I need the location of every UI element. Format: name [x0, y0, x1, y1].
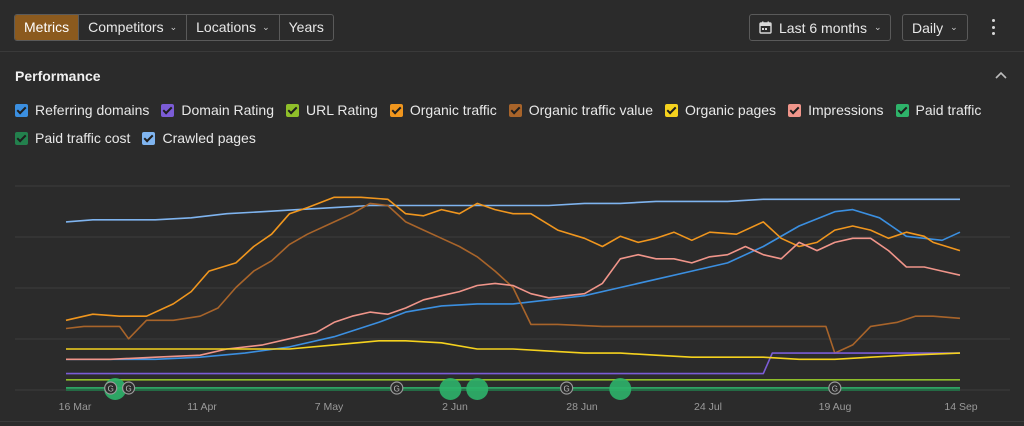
tab-years[interactable]: Years [280, 15, 333, 40]
tab-competitors[interactable]: Competitors ⌄ [79, 15, 188, 40]
checkbox-icon[interactable] [161, 103, 175, 117]
checkbox-icon[interactable] [15, 131, 28, 145]
checkbox-icon[interactable] [788, 103, 802, 117]
more-vertical-icon[interactable] [988, 17, 998, 37]
checkbox-icon[interactable] [508, 103, 522, 117]
google-update-icon[interactable]: G [121, 381, 136, 395]
google-update-icon[interactable]: G [390, 381, 404, 395]
tab-competitors-label: Competitors [88, 19, 164, 35]
event-marker[interactable] [609, 378, 632, 400]
tab-metrics-label: Metrics [24, 19, 70, 35]
checkbox-icon[interactable] [665, 103, 678, 117]
legend-label: Domain Rating [181, 102, 274, 118]
checkbox-icon[interactable] [286, 103, 299, 117]
svg-text:G: G [125, 385, 131, 394]
legend-item[interactable]: Referring domains [15, 102, 149, 118]
google-update-icon[interactable]: G [560, 381, 574, 395]
legend-item[interactable]: Paid traffic cost [15, 130, 130, 146]
x-tick-label: 28 Jun [566, 401, 598, 413]
series-line[interactable] [66, 208, 961, 361]
svg-text:G: G [394, 385, 400, 394]
checkbox-icon[interactable] [895, 103, 909, 117]
svg-text:G: G [564, 385, 570, 394]
checkbox-icon[interactable] [389, 103, 403, 117]
series-line[interactable] [65, 198, 960, 223]
x-tick-label: 11 Apr [187, 401, 217, 413]
legend-item[interactable]: Impressions [788, 102, 884, 118]
legend-label: Impressions [808, 102, 884, 118]
series-line[interactable] [66, 352, 960, 375]
legend-item[interactable]: Organic traffic value [508, 102, 653, 118]
x-tick-label: 19 Aug [819, 401, 852, 413]
x-tick-label: 24 Jul [694, 401, 722, 413]
series-line[interactable] [66, 340, 961, 361]
tab-locations-label: Locations [196, 19, 257, 35]
legend-label: Organic traffic value [528, 102, 653, 118]
tab-locations[interactable]: Locations ⌄ [187, 15, 280, 40]
series-line[interactable] [66, 237, 961, 361]
checkbox-icon[interactable] [142, 131, 156, 145]
event-marker[interactable] [439, 378, 462, 400]
section-title: Performance [15, 68, 101, 84]
granularity-dropdown[interactable]: Daily ⌄ [902, 14, 968, 41]
date-range-dropdown[interactable]: Last 6 months ⌄ [749, 14, 892, 41]
view-tabs: Metrics Competitors ⌄ Locations ⌄ Years [14, 14, 334, 41]
divider [0, 421, 1024, 422]
series-line[interactable] [65, 202, 961, 354]
toolbar: Metrics Competitors ⌄ Locations ⌄ Years La… [0, 0, 1024, 52]
legend-item[interactable]: URL Rating [286, 102, 378, 118]
tab-metrics[interactable]: Metrics [15, 15, 80, 40]
legend-row-1: Referring domains Domain Rating URL Rating… [15, 102, 981, 118]
legend-item[interactable]: Domain Rating [161, 102, 274, 118]
legend-label: Organic pages [685, 102, 777, 118]
svg-text:G: G [108, 385, 114, 394]
x-tick-label: 2 Jun [442, 401, 468, 413]
chevron-down-icon: ⌄ [262, 22, 270, 32]
legend-label: Crawled pages [162, 130, 256, 146]
chevron-down-icon: ⌄ [873, 22, 882, 32]
legend-label: Referring domains [35, 102, 150, 118]
calendar-icon [759, 21, 772, 34]
chevron-up-icon[interactable] [994, 70, 1008, 80]
legend-item[interactable]: Paid traffic [895, 102, 982, 118]
date-range-label: Last 6 months [779, 19, 867, 36]
chevron-down-icon: ⌄ [950, 22, 958, 32]
legend-label: Paid traffic [915, 102, 982, 118]
performance-chart: G G G G G 16 Mar 11 Apr 7 May 2 Jun 28 Jun 24 Jul 1… [0, 160, 1024, 426]
x-tick-label: 16 Mar [59, 401, 92, 413]
legend-item[interactable]: Crawled pages [142, 130, 256, 146]
x-tick-label: 7 May [315, 401, 344, 413]
google-update-icon[interactable]: G [828, 381, 842, 395]
legend-item[interactable]: Organic pages [665, 102, 776, 118]
tab-years-label: Years [288, 19, 324, 35]
granularity-label: Daily [912, 19, 944, 36]
chevron-down-icon: ⌄ [169, 22, 178, 32]
legend-label: Organic traffic [409, 102, 497, 118]
legend-label: Paid traffic cost [35, 130, 131, 146]
event-marker[interactable] [466, 378, 489, 400]
x-tick-label: 14 Sep [944, 401, 977, 413]
legend-row-2: Paid traffic cost Crawled pages [15, 130, 256, 146]
checkbox-icon[interactable] [15, 103, 28, 117]
legend-item[interactable]: Organic traffic [389, 102, 497, 118]
legend-label: URL Rating [306, 102, 378, 118]
chart-svg: G G G G G 16 Mar 11 Apr 7 May 2 Jun 28 Jun 24 Jul 1… [15, 185, 1010, 413]
svg-text:G: G [832, 385, 838, 394]
series-line[interactable] [65, 196, 961, 322]
google-update-icon[interactable]: G [104, 381, 118, 395]
